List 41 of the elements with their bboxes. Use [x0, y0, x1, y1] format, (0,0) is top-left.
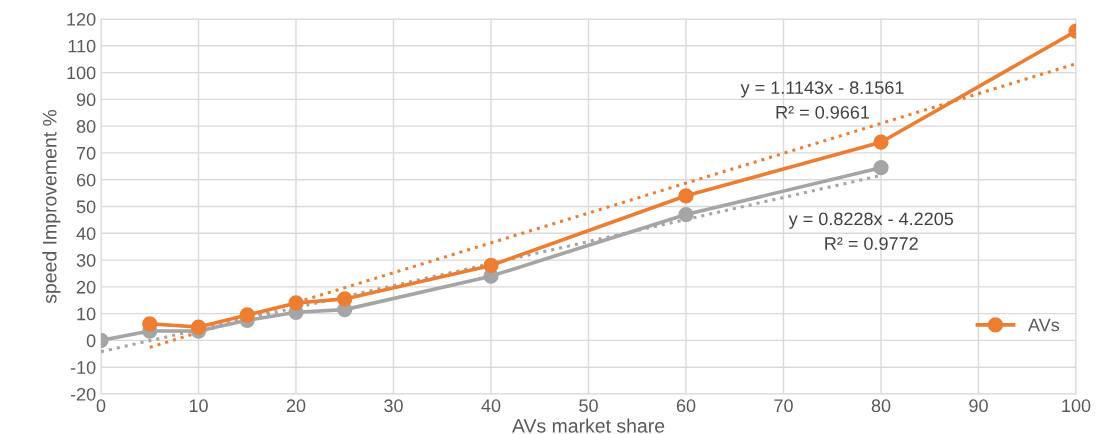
- x-tick-label: 80: [871, 399, 891, 413]
- y-tick-label: 30: [76, 254, 96, 267]
- y-tick-label: 80: [76, 120, 96, 133]
- x-tick-label: 10: [189, 399, 208, 413]
- x-tick-label: 20: [286, 399, 306, 413]
- point: [239, 307, 255, 323]
- point: [873, 134, 889, 150]
- point: [288, 295, 304, 311]
- x-tick-label: 100: [1062, 399, 1091, 413]
- y-tick-label: 60: [76, 173, 96, 187]
- point: [678, 188, 694, 204]
- point: [678, 206, 694, 223]
- y-tick-label: 20: [76, 280, 96, 294]
- x-tick-label: 60: [676, 399, 696, 413]
- legend-label: AVs: [1028, 318, 1060, 332]
- y-tick-label: 90: [76, 93, 96, 107]
- point: [142, 316, 158, 332]
- x-tick-label: 70: [774, 399, 793, 413]
- y-tick-label: -10: [70, 361, 96, 374]
- y-tick-label: 120: [67, 12, 96, 26]
- y-tick-label: 40: [76, 227, 96, 241]
- y-tick-label: 10: [77, 307, 96, 321]
- x-tick-label: 90: [969, 399, 988, 413]
- annotation: y = 0.8228x - 4.2205 R² = 0.9772: [788, 212, 954, 250]
- x-tick-label: 50: [579, 399, 598, 413]
- x-tick-label: 0: [96, 399, 106, 413]
- x-tick-label: 40: [481, 399, 501, 413]
- point: [190, 319, 207, 335]
- y-tick-label: -20: [70, 387, 96, 401]
- y-tick-label: 110: [68, 39, 96, 53]
- y-axis-title: speed Improvement %: [42, 109, 61, 304]
- point: [483, 257, 499, 274]
- y-tick-label: 100: [67, 66, 96, 80]
- x-tick-label: 30: [384, 399, 403, 413]
- y-tick-label: 0: [86, 334, 96, 348]
- x-axis-title: AVs market share: [512, 418, 665, 433]
- annotation: y = 1.1143x - 8.1561 R² = 0.9661: [740, 81, 904, 119]
- y-tick-label: 50: [76, 200, 96, 214]
- point: [873, 160, 889, 176]
- point: [337, 291, 353, 307]
- y-tick-label: 70: [76, 146, 96, 160]
